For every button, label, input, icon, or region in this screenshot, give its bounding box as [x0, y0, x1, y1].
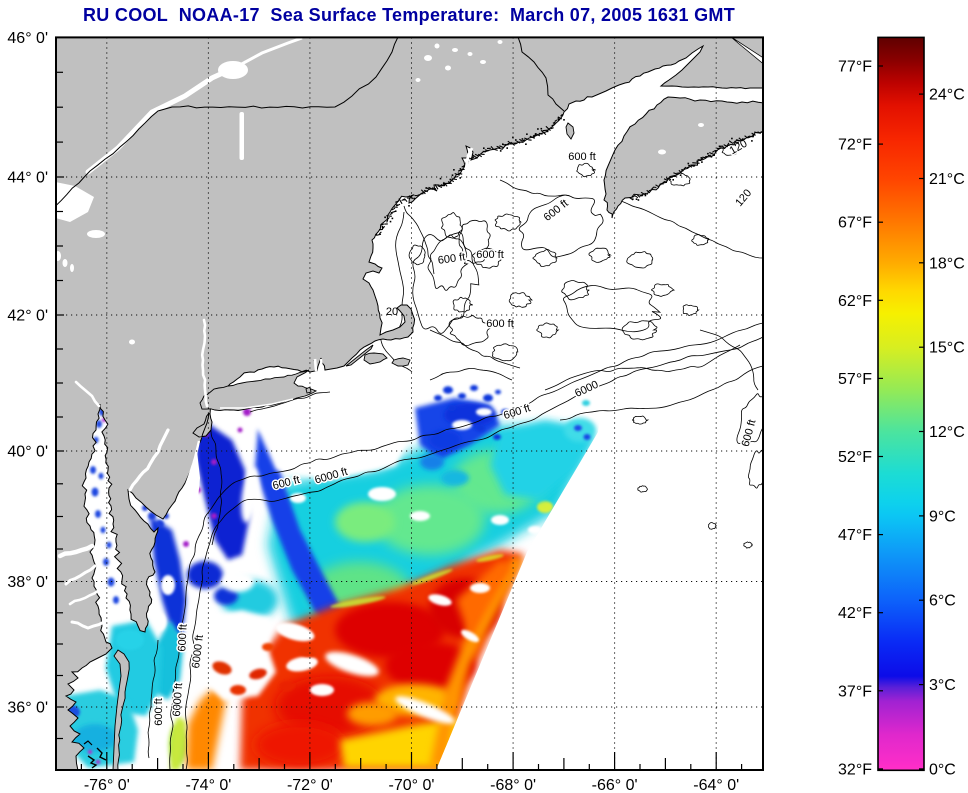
svg-text:37°F: 37°F [838, 683, 872, 700]
svg-text:15°C: 15°C [929, 340, 965, 357]
svg-text:21°C: 21°C [929, 171, 965, 188]
svg-text:52°F: 52°F [838, 449, 872, 466]
svg-text:77°F: 77°F [838, 59, 872, 76]
svg-text:12°C: 12°C [929, 424, 965, 441]
svg-text:-66° 0': -66° 0' [592, 777, 638, 793]
svg-text:62°F: 62°F [838, 293, 872, 310]
svg-text:36° 0': 36° 0' [7, 700, 48, 717]
svg-text:6000 ft: 6000 ft [171, 683, 185, 717]
svg-text:-76° 0': -76° 0' [84, 777, 130, 793]
svg-text:-72° 0': -72° 0' [287, 777, 333, 793]
svg-text:42° 0': 42° 0' [7, 308, 48, 325]
svg-text:600 ft: 600 ft [176, 624, 189, 652]
svg-text:32°F: 32°F [838, 761, 872, 778]
svg-text:47°F: 47°F [838, 527, 872, 544]
svg-text:-70° 0': -70° 0' [389, 777, 435, 793]
svg-text:6000 ft: 6000 ft [190, 634, 206, 669]
svg-text:46° 0': 46° 0' [7, 30, 48, 47]
svg-text:42°F: 42°F [838, 605, 872, 622]
svg-text:600 ft: 600 ft [476, 249, 504, 261]
svg-text:67°F: 67°F [838, 215, 872, 232]
svg-text:9°C: 9°C [929, 508, 956, 525]
svg-text:RU COOL NOAA-17 Sea Surface: RU COOL NOAA-17 Sea Surface Temperature:… [83, 5, 735, 25]
svg-text:600 ft: 600 ft [486, 318, 514, 330]
svg-text:6°C: 6°C [929, 593, 956, 610]
svg-text:600 ft: 600 ft [153, 698, 165, 726]
svg-text:72°F: 72°F [838, 137, 872, 154]
svg-text:600 ft: 600 ft [568, 151, 596, 163]
svg-text:0°C: 0°C [929, 761, 956, 778]
svg-text:20: 20 [386, 306, 398, 318]
svg-text:38° 0': 38° 0' [7, 574, 48, 591]
svg-text:40° 0': 40° 0' [7, 444, 48, 461]
svg-text:600 ft: 600 ft [437, 251, 466, 267]
svg-text:24°C: 24°C [929, 87, 965, 104]
svg-text:-68° 0': -68° 0' [490, 777, 536, 793]
svg-text:-64° 0': -64° 0' [693, 777, 739, 793]
svg-text:-74° 0': -74° 0' [185, 777, 231, 793]
svg-text:57°F: 57°F [838, 371, 872, 388]
svg-text:44° 0': 44° 0' [7, 170, 48, 187]
svg-text:3°C: 3°C [929, 677, 956, 694]
svg-text:18°C: 18°C [929, 255, 965, 272]
